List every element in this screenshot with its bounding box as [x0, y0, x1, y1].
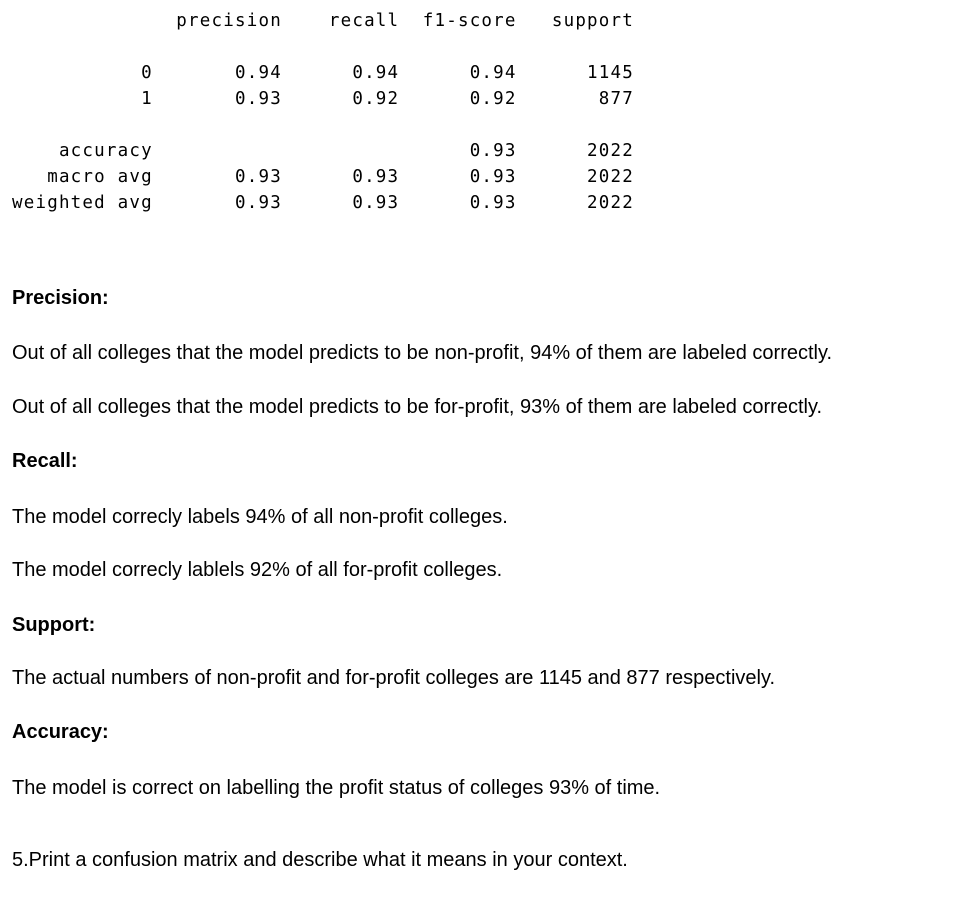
precision-heading: Precision:: [12, 287, 109, 309]
report-row-weighted-avg: weighted avg 0.93 0.93 0.93 2022: [12, 193, 635, 213]
precision-text-for-profit: Out of all colleges that the model predi…: [12, 396, 823, 418]
report-row-class-1: 1 0.93 0.92 0.92 877: [12, 89, 635, 109]
accuracy-heading: Accuracy:: [12, 721, 109, 743]
recall-text-for-profit: The model correcly lablels 92% of all fo…: [12, 559, 503, 581]
report-blank-row: [12, 112, 634, 138]
support-text: The actual numbers of non-profit and for…: [12, 667, 776, 689]
report-blank-row: [12, 34, 634, 60]
accuracy-text: The model is correct on labelling the pr…: [12, 777, 661, 799]
report-row-macro-avg: macro avg 0.93 0.93 0.93 2022: [12, 167, 635, 187]
precision-text-non-profit: Out of all colleges that the model predi…: [12, 342, 833, 364]
classification-report: precision recall f1-score support 0 0.94…: [12, 8, 634, 216]
recall-text-non-profit: The model correcly labels 94% of all non…: [12, 506, 508, 528]
report-row-accuracy: accuracy 0.93 2022: [12, 141, 635, 161]
question-text: 5.Print a confusion matrix and describe …: [12, 849, 628, 871]
recall-heading: Recall:: [12, 450, 78, 472]
support-heading: Support:: [12, 614, 96, 636]
report-row-class-0: 0 0.94 0.94 0.94 1145: [12, 63, 635, 83]
report-header-row: precision recall f1-score support: [12, 11, 635, 31]
